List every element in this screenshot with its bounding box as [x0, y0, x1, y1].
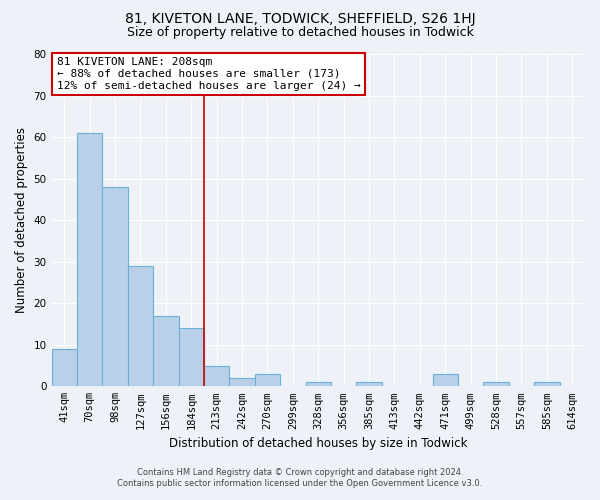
Bar	[229, 378, 255, 386]
X-axis label: Distribution of detached houses by size in Todwick: Distribution of detached houses by size …	[169, 437, 467, 450]
Bar	[103, 187, 128, 386]
Bar	[204, 366, 229, 386]
Text: 81, KIVETON LANE, TODWICK, SHEFFIELD, S26 1HJ: 81, KIVETON LANE, TODWICK, SHEFFIELD, S2…	[125, 12, 475, 26]
Bar	[128, 266, 153, 386]
Bar	[484, 382, 509, 386]
Bar	[356, 382, 382, 386]
Bar	[534, 382, 560, 386]
Bar	[179, 328, 204, 386]
Bar	[433, 374, 458, 386]
Text: 81 KIVETON LANE: 208sqm
← 88% of detached houses are smaller (173)
12% of semi-d: 81 KIVETON LANE: 208sqm ← 88% of detache…	[57, 58, 361, 90]
Text: Size of property relative to detached houses in Todwick: Size of property relative to detached ho…	[127, 26, 473, 39]
Bar	[52, 349, 77, 387]
Text: Contains HM Land Registry data © Crown copyright and database right 2024.
Contai: Contains HM Land Registry data © Crown c…	[118, 468, 482, 487]
Bar	[153, 316, 179, 386]
Y-axis label: Number of detached properties: Number of detached properties	[15, 127, 28, 313]
Bar	[77, 133, 103, 386]
Bar	[255, 374, 280, 386]
Bar	[305, 382, 331, 386]
